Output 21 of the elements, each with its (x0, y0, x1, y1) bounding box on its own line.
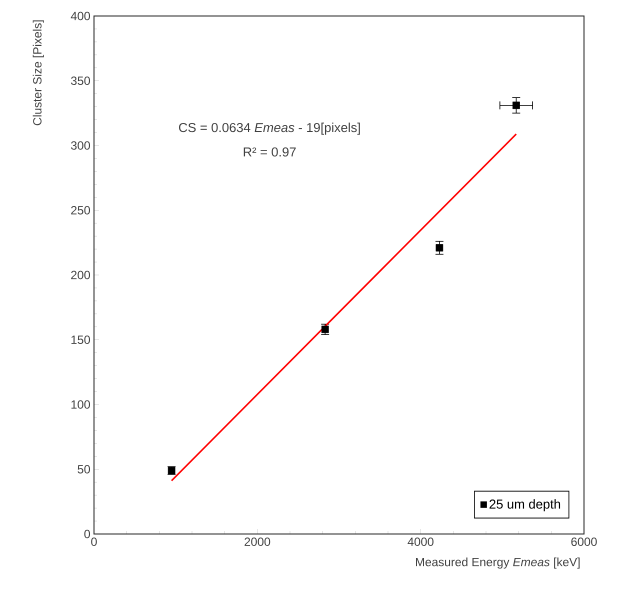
x-axis-title: Measured Energy Emeas [keV] (416, 558, 580, 569)
x-tick-label: 2000 (244, 538, 270, 546)
annotation: CS = 0.0634 Emeas - 19[pixels] (178, 122, 360, 135)
y-tick-label: 350 (70, 76, 90, 85)
legend-label: 25 um depth (490, 499, 560, 512)
y-tick-label: 150 (71, 336, 90, 344)
y-tick-label: 100 (71, 400, 90, 409)
y-tick-label: 400 (70, 12, 90, 20)
x-tick-label: 4000 (408, 538, 434, 546)
y-tick-label: 50 (78, 465, 90, 474)
point (321, 326, 329, 334)
y-tick-label: 0 (84, 530, 90, 538)
point (436, 244, 444, 252)
y-tick-label: 200 (71, 270, 90, 280)
annotation: R² = 0.97 (244, 147, 296, 157)
y-axis-title: Cluster Size [Pixels] (32, 20, 44, 126)
y-tick-label: 250 (71, 206, 90, 214)
x-tick-label: 0 (91, 538, 97, 546)
x-tick-label: 6000 (571, 538, 597, 546)
y-tick-label: 300 (70, 141, 90, 150)
point (512, 102, 520, 110)
